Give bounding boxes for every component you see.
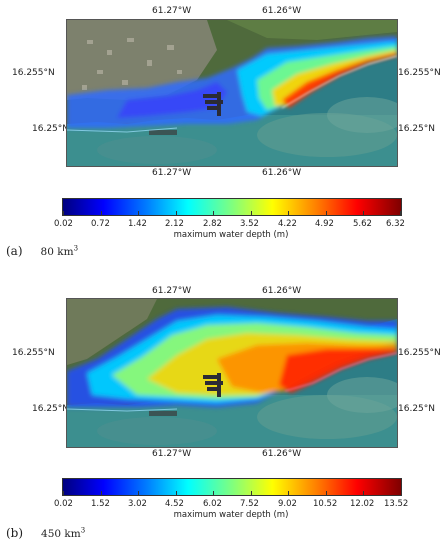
panel-b-volume: 450 km <box>41 528 81 540</box>
colorbar-a <box>62 198 402 216</box>
lat-label-right-1: 16.255°N <box>398 68 441 78</box>
lon-label-bottom-1: 61.27°W <box>152 168 192 178</box>
lat-label-left-2: 16.25°N <box>32 404 69 414</box>
lon-label-top-1: 61.27°W <box>152 286 192 296</box>
lon-label-top-1: 61.27°W <box>152 6 192 16</box>
colorbar-b-tick: 12.02 <box>350 499 375 509</box>
panel-b-volume-exp: 3 <box>80 526 86 535</box>
inundation-map-b <box>66 298 398 448</box>
colorbar-b-title: maximum water depth (m) <box>173 510 289 520</box>
colorbar-b-tick: 6.02 <box>203 499 222 509</box>
colorbar-b-tick: 7.52 <box>240 499 259 509</box>
lat-label-left-2: 16.25°N <box>32 124 69 134</box>
colorbar-b <box>62 478 402 496</box>
colorbar-a-tick: 2.12 <box>165 219 184 229</box>
colorbar-a-tick: 4.22 <box>278 219 297 229</box>
panel-b-letter: (b) <box>6 526 24 540</box>
panel-a-letter: (a) <box>6 244 23 258</box>
colorbar-a-tick: 1.42 <box>128 219 147 229</box>
panel-a-caption: (a) 80 km3 <box>6 244 78 258</box>
colorbar-a-tick: 0.02 <box>54 219 73 229</box>
colorbar-a-title: maximum water depth (m) <box>173 230 289 240</box>
colorbar-a-tick: 0.72 <box>91 219 110 229</box>
colorbar-b-tick: 13.52 <box>384 499 409 509</box>
colorbar-a-tick: 2.82 <box>203 219 222 229</box>
colorbar-b-tick: 1.52 <box>91 499 110 509</box>
lat-label-right-2: 16.25°N <box>398 404 435 414</box>
lon-label-bottom-1: 61.27°W <box>152 449 192 459</box>
colorbar-b-tick: 10.52 <box>313 499 338 509</box>
colorbar-b-tick: 9.02 <box>278 499 297 509</box>
colorbar-a-tick: 4.92 <box>315 219 334 229</box>
inundation-map-a <box>66 19 398 167</box>
panel-b-caption: (b) 450 km3 <box>6 526 85 540</box>
lat-label-right-2: 16.25°N <box>398 124 435 134</box>
lat-label-right-1: 16.255°N <box>398 348 441 358</box>
colorbar-b-tick: 0.02 <box>54 499 73 509</box>
lon-label-top-2: 61.26°W <box>262 6 302 16</box>
colorbar-a-tick: 6.32 <box>386 219 405 229</box>
lat-label-left-1: 16.255°N <box>12 68 55 78</box>
lon-label-bottom-2: 61.26°W <box>262 449 302 459</box>
lon-label-bottom-2: 61.26°W <box>262 168 302 178</box>
colorbar-a-tick: 3.52 <box>240 219 259 229</box>
colorbar-a-tick: 5.62 <box>353 219 372 229</box>
panel-a-volume-exp: 3 <box>73 244 79 253</box>
panel-a-volume: 80 km <box>40 246 74 258</box>
lat-label-left-1: 16.255°N <box>12 348 55 358</box>
colorbar-b-tick: 3.02 <box>128 499 147 509</box>
colorbar-b-tick: 4.52 <box>165 499 184 509</box>
lon-label-top-2: 61.26°W <box>262 286 302 296</box>
